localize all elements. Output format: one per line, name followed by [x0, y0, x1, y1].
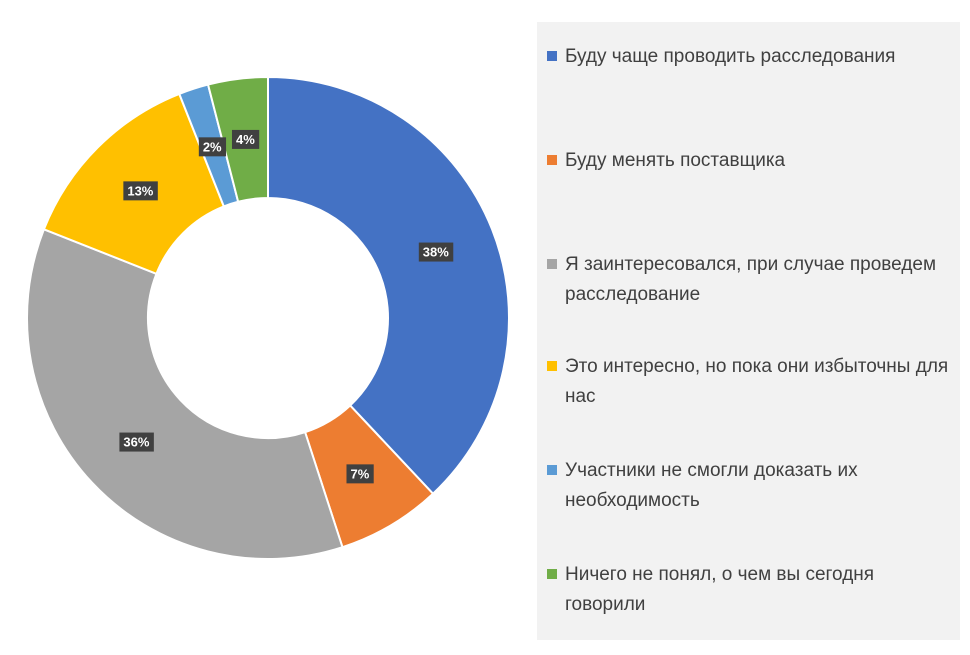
data-label-box — [346, 464, 374, 484]
data-label-text: 2% — [203, 139, 222, 154]
data-label-box — [119, 432, 154, 452]
legend-label: Буду чаще проводить расследования — [565, 46, 896, 67]
legend-item: Я заинтересовался, при случае проведем р… — [547, 250, 957, 310]
data-label-text: 7% — [350, 466, 369, 481]
donut-slice — [267, 75, 510, 496]
data-label-text: 38% — [423, 245, 449, 260]
data-label: 2% — [198, 137, 227, 157]
legend-swatch — [547, 361, 557, 371]
data-label: 7% — [346, 464, 374, 484]
donut-chart-svg: 38% 7% 36% 13% 2% 4% — [26, 75, 510, 560]
legend-item: Буду чаще проводить расследования — [547, 42, 957, 72]
donut-slice — [26, 227, 344, 560]
legend-item: Ничего не понял, о чем вы сегодня говори… — [547, 560, 957, 620]
legend-item: Буду менять поставщика — [547, 146, 957, 176]
legend-label: Буду менять поставщика — [565, 150, 786, 171]
data-label: 36% — [119, 432, 154, 452]
legend-swatch — [547, 259, 557, 269]
data-label-text: 4% — [236, 132, 255, 147]
data-label-box — [123, 181, 158, 201]
data-label-text: 36% — [123, 435, 149, 450]
legend-label: Участники не смогли доказать их необходи… — [565, 460, 858, 511]
legend-label: Это интересно, но пока они избыточны для… — [565, 356, 949, 407]
data-label-text: 13% — [127, 183, 153, 198]
data-label: 13% — [123, 181, 158, 201]
data-label: 4% — [231, 129, 260, 149]
data-label: 38% — [418, 242, 454, 262]
legend-label: Ничего не понял, о чем вы сегодня говори… — [565, 564, 875, 615]
legend-label: Я заинтересовался, при случае проведем р… — [565, 254, 937, 305]
legend-item: Это интересно, но пока они избыточны для… — [547, 352, 957, 412]
data-label-box — [418, 242, 454, 262]
legend-swatch — [547, 155, 557, 165]
legend-swatch — [547, 569, 557, 579]
chart-legend: Буду чаще проводить расследования Буду м… — [537, 22, 960, 640]
donut-chart: 38% 7% 36% 13% 2% 4% — [26, 75, 510, 560]
legend-item: Участники не смогли доказать их необходи… — [547, 456, 957, 516]
legend-swatch — [547, 51, 557, 61]
legend-swatch — [547, 465, 557, 475]
data-label-box — [231, 129, 260, 149]
data-label-box — [198, 137, 227, 157]
